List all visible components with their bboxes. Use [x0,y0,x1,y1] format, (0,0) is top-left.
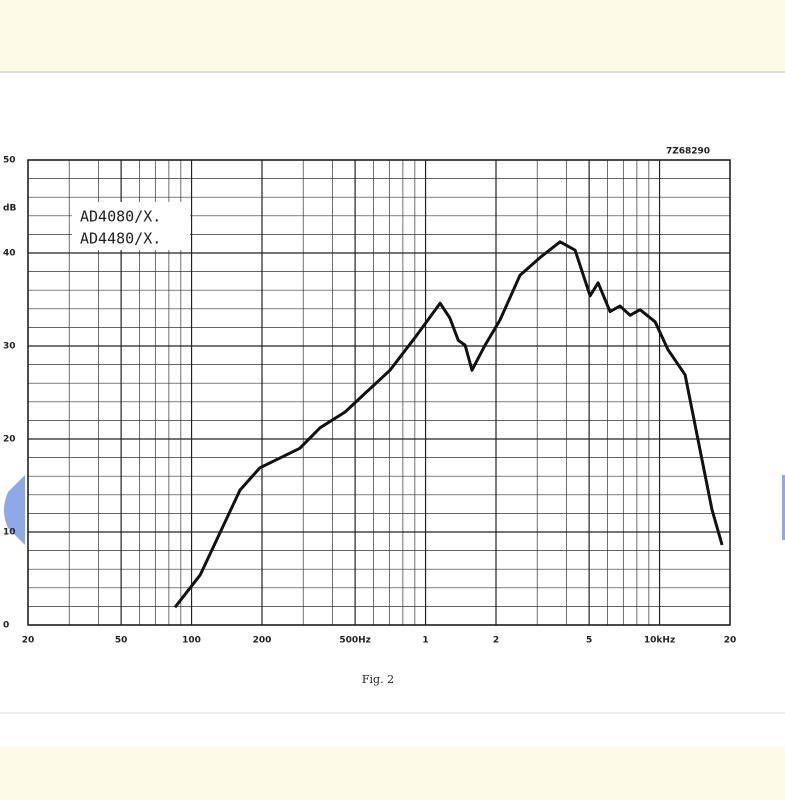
y-tick-label: 0 [3,621,9,631]
x-tick-label: 50 [115,636,128,646]
y-tick-label: 10 [3,528,16,538]
x-tick-label: 2 [493,636,499,646]
x-tick-label: 10kHz [644,636,675,646]
figure-code: 7Z68290 [666,147,710,157]
label-box [72,202,190,250]
y-tick-label: 20 [3,435,16,445]
response-curve [173,240,724,609]
y-tick-label: 40 [3,249,16,259]
plot-frame [27,159,731,626]
x-tick-label: 5 [586,636,592,646]
y-unit: dB [3,204,16,214]
x-tick-label: 100 [182,636,201,646]
x-tick-label: 500Hz [339,636,371,646]
image-panel [0,72,785,714]
spacer [0,714,785,746]
caption: Fig. 2 [362,673,394,686]
annotation: AD4080/X. [80,208,161,226]
plot: 0 10 20 30 40 50 20 50 100 200 500Hz 1 2 5 10kHz 20 [3,156,736,646]
annotation: AD4480/X. [80,230,161,248]
x-tick-label: 20 [22,636,35,646]
x-tick-label: 20 [724,636,737,646]
next-button[interactable] [782,475,785,540]
y-tick-label: 30 [3,342,16,352]
y-tick-label: 50 [3,156,16,166]
x-tick-label: 200 [253,636,272,646]
prev-button[interactable] [4,475,25,545]
x-tick-label: 1 [422,636,428,646]
